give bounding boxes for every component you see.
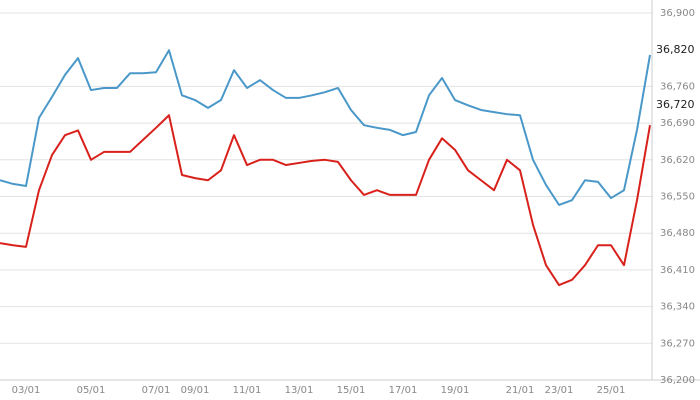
y-tick-label: 36,340 xyxy=(660,302,695,313)
x-tick-label: 19/01 xyxy=(441,385,470,396)
x-tick-label: 23/01 xyxy=(545,385,574,396)
y-tick-label: 36,900 xyxy=(660,8,695,19)
y-tick-label: 36,760 xyxy=(660,81,695,92)
y-tick-label: 36,200 xyxy=(660,375,695,386)
y-tick-label: 36,270 xyxy=(660,338,695,349)
last-value-label: 36,820 xyxy=(656,43,695,56)
x-tick-label: 13/01 xyxy=(285,385,314,396)
x-tick-label: 11/01 xyxy=(233,385,262,396)
x-tick-label: 05/01 xyxy=(77,385,106,396)
x-tick-label: 09/01 xyxy=(181,385,210,396)
y-tick-label: 36,690 xyxy=(660,118,695,129)
series-line xyxy=(0,114,651,287)
x-tick-label: 03/01 xyxy=(12,385,41,396)
y-tick-label: 36,550 xyxy=(660,192,695,203)
y-tick-label: 36,480 xyxy=(660,228,695,239)
x-tick-label: 15/01 xyxy=(337,385,366,396)
x-tick-label: 07/01 xyxy=(142,385,171,396)
x-tick-label: 17/01 xyxy=(389,385,418,396)
y-tick-label: 36,620 xyxy=(660,155,695,166)
series-line xyxy=(0,49,651,206)
last-value-label: 36,720 xyxy=(656,98,695,111)
x-tick-label: 21/01 xyxy=(506,385,535,396)
y-tick-label: 36,410 xyxy=(660,265,695,276)
x-tick-label: 25/01 xyxy=(597,385,626,396)
